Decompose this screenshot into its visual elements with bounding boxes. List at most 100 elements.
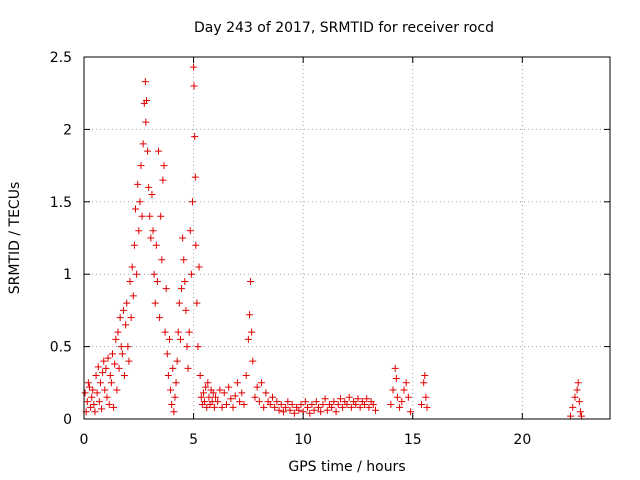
data-point: [393, 393, 401, 401]
data-point: [271, 403, 279, 411]
data-point: [262, 389, 270, 397]
data-point: [387, 401, 395, 409]
data-point: [167, 386, 175, 394]
data-point: [146, 212, 154, 220]
data-point: [89, 386, 97, 394]
data-point: [396, 403, 404, 411]
data-point: [420, 379, 428, 387]
data-point: [99, 369, 107, 377]
grid-lines: [84, 56, 610, 419]
data-point: [319, 401, 327, 409]
data-point: [174, 328, 182, 336]
y-tick-label: 2: [63, 122, 72, 138]
data-point: [231, 392, 239, 400]
data-point: [258, 379, 266, 387]
data-point: [123, 299, 131, 307]
y-tick-label: 1.5: [50, 195, 72, 211]
data-point: [153, 277, 161, 285]
data-point: [152, 241, 160, 249]
data-point: [242, 372, 250, 380]
data-point: [128, 263, 136, 271]
data-point: [134, 180, 142, 188]
data-point: [308, 401, 316, 409]
data-point: [173, 357, 181, 365]
data-point: [126, 277, 134, 285]
data-point: [421, 372, 429, 380]
data-point: [191, 173, 199, 181]
data-point: [286, 406, 294, 414]
data-point: [129, 292, 137, 300]
data-point: [103, 393, 111, 401]
data-point: [201, 398, 209, 406]
data-point: [192, 241, 200, 249]
data-point: [251, 393, 259, 401]
data-point: [330, 398, 338, 406]
y-tick-label: 1: [63, 267, 72, 283]
data-point: [279, 408, 287, 416]
data-point: [194, 343, 202, 351]
data-point: [212, 393, 219, 401]
data-point: [181, 277, 189, 285]
axis-ticks: [83, 56, 610, 420]
data-point: [301, 398, 309, 406]
y-tick-label: 2.5: [50, 50, 72, 66]
data-point: [190, 63, 198, 71]
y-tick-labels: 0 0.5 1 1.5 2 2.5: [50, 50, 72, 428]
y-axis-title: SRMTID / TECUs: [7, 182, 23, 295]
data-point: [162, 285, 170, 293]
data-point: [104, 354, 112, 362]
data-point: [229, 403, 237, 411]
data-point: [233, 379, 241, 387]
x-tick-labels: 0 5 10 15 20: [80, 432, 532, 448]
data-point: [334, 401, 342, 409]
data-point: [422, 393, 430, 401]
data-point: [121, 372, 129, 380]
data-point: [317, 408, 325, 416]
data-point: [306, 409, 314, 417]
data-point: [391, 364, 399, 372]
data-point: [190, 82, 198, 90]
data-point: [398, 398, 406, 406]
data-point: [175, 299, 183, 307]
data-point: [114, 328, 122, 336]
data-point: [118, 350, 126, 358]
data-point: [392, 374, 400, 382]
data-point: [161, 328, 169, 336]
data-point: [87, 403, 95, 411]
data-point: [106, 372, 114, 380]
data-point: [116, 314, 124, 322]
data-point: [96, 379, 104, 387]
data-point: [108, 350, 116, 358]
data-point: [112, 335, 120, 343]
data-point: [144, 147, 152, 155]
data-point: [185, 328, 193, 336]
data-point: [328, 403, 336, 411]
data-point: [158, 256, 166, 264]
data-point: [136, 198, 144, 206]
data-point: [578, 412, 586, 420]
data-point: [253, 383, 261, 391]
data-point: [105, 401, 113, 409]
data-point: [402, 379, 410, 387]
x-tick-label: 0: [80, 432, 89, 448]
data-point: [91, 408, 99, 416]
data-point: [137, 162, 145, 170]
data-point: [142, 118, 150, 126]
data-point: [117, 343, 125, 351]
data-point: [84, 379, 92, 387]
data-point: [347, 403, 355, 411]
data-point: [277, 401, 285, 409]
x-tick-label: 15: [404, 432, 422, 448]
data-point: [133, 270, 141, 278]
data-point: [141, 78, 149, 86]
data-point: [573, 386, 581, 394]
data-point: [567, 412, 575, 420]
data-point: [169, 364, 177, 372]
data-point: [88, 393, 96, 401]
data-point: [275, 406, 283, 414]
data-point: [371, 406, 379, 414]
data-point: [179, 234, 187, 242]
data-point: [345, 393, 353, 401]
data-point: [310, 406, 318, 414]
data-point: [188, 198, 196, 206]
